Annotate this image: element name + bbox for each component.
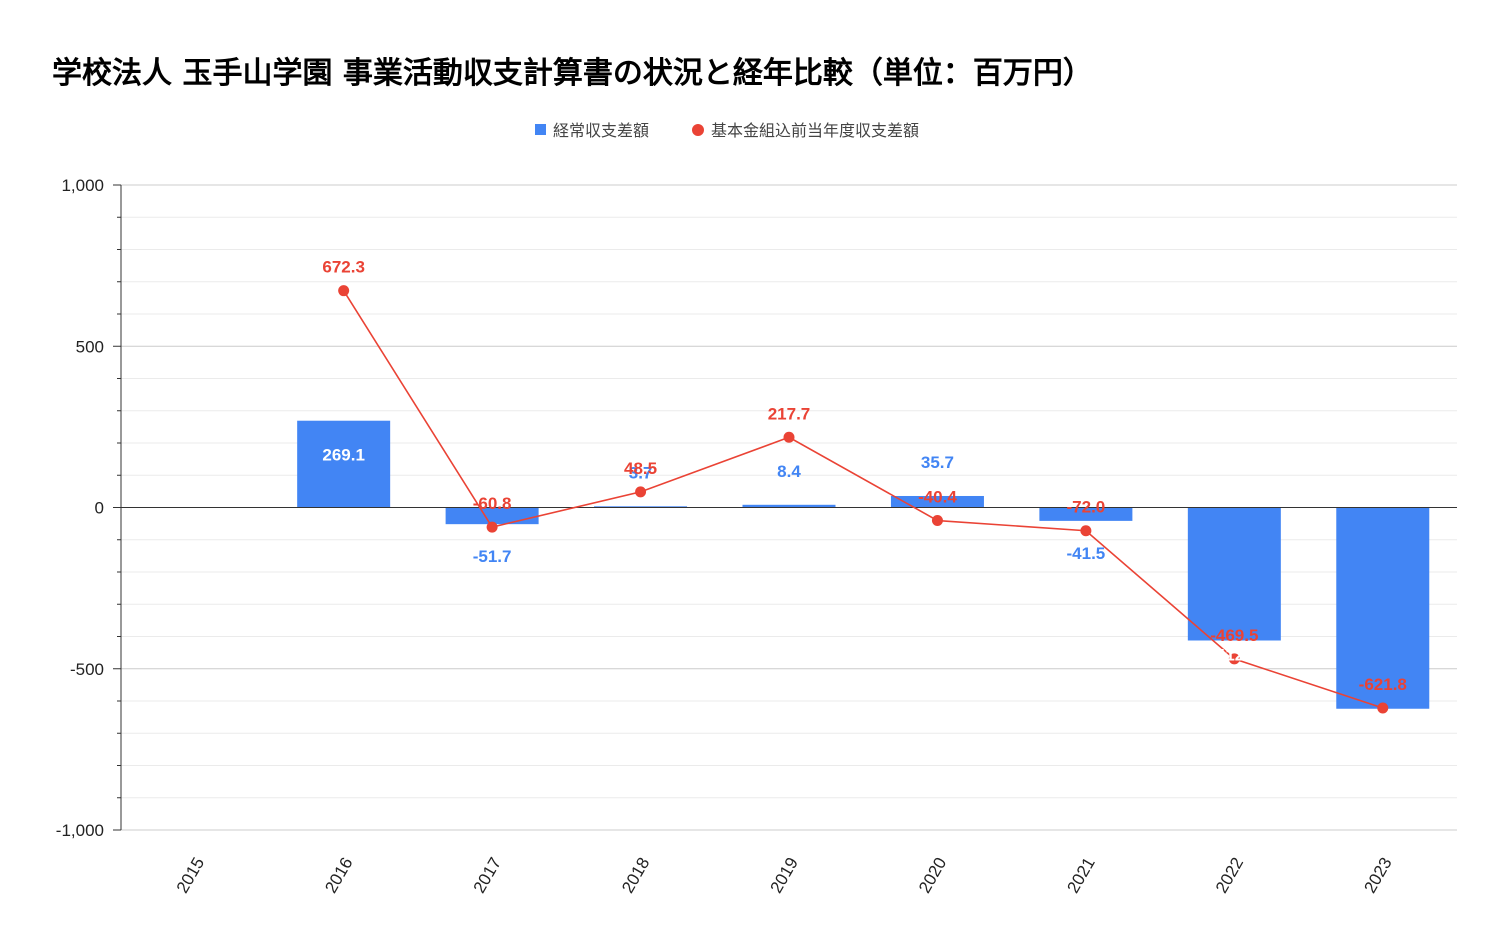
gridlines: [121, 184, 1457, 831]
bar-2016: [297, 420, 391, 508]
bar-series: [121, 420, 1457, 709]
line-value-label: 217.7: [768, 404, 811, 423]
y-tick-label: 1,000: [61, 176, 104, 195]
line-point-2019: [783, 431, 795, 443]
legend-label-line: 基本金組込前当年度収支差額: [711, 121, 919, 140]
legend-swatch-line: [692, 124, 704, 136]
bar-2020: [890, 495, 984, 508]
bar-2022: [1187, 507, 1281, 641]
line-point-2017: [486, 521, 498, 533]
line-path: [342, 290, 1384, 709]
x-tick-label: 2018: [618, 854, 653, 896]
data-labels: 269.1 -51.7 3.7 8.4 35.7 -41.5 -412.4 -624.0 672…: [322, 258, 1406, 733]
x-axis: 2015 2016 2017 2018 2019 2020 2021 2022 2023: [173, 854, 1396, 896]
line-point-2021: [1080, 525, 1092, 537]
bar-2023: [1336, 507, 1430, 709]
bar-2021: [1039, 507, 1133, 521]
x-tick-label: 2021: [1063, 854, 1098, 896]
line-value-label: 48.5: [624, 459, 657, 478]
line-series: [338, 285, 1389, 714]
bar-value-label: -624.0: [1359, 714, 1407, 733]
y-tick-label: 500: [76, 337, 104, 356]
line-value-label: -621.8: [1359, 675, 1407, 694]
bar-2018: [594, 506, 688, 508]
bar-value-label: 35.7: [921, 453, 954, 472]
legend-label-bar: 経常収支差額: [553, 121, 649, 140]
x-tick-label: 2015: [173, 854, 208, 896]
y-axis: 1,000 500 0 -500 -1,000: [56, 176, 122, 840]
line-value-label: -72.0: [1067, 498, 1106, 517]
y-tick-label: -1,000: [56, 821, 104, 840]
bar-value-label: 3.7: [629, 463, 653, 482]
line-value-label: -469.5: [1210, 626, 1258, 645]
legend: 経常収支差額 基本金組込前当年度収支差額: [535, 121, 919, 140]
x-tick-label: 2019: [767, 854, 802, 896]
x-tick-label: 2016: [321, 854, 356, 896]
chart-title: 学校法人 玉手山学園 事業活動収支計算書の状況と経年比較（単位：百万円）: [52, 56, 1093, 91]
line-value-label: 672.3: [322, 258, 365, 277]
bar-2017: [445, 507, 539, 525]
line-point-2018: [635, 486, 647, 498]
line-point-2016: [338, 285, 350, 297]
x-tick-label: 2022: [1212, 854, 1247, 896]
bar-2019: [742, 504, 836, 508]
x-tick-label: 2020: [915, 854, 950, 896]
line-value-label: -60.8: [473, 494, 512, 513]
line-point-2022: [1228, 653, 1240, 665]
y-tick-label: -500: [70, 660, 104, 679]
x-tick-label: 2023: [1360, 854, 1395, 896]
bar-value-label: -412.4: [1210, 645, 1259, 664]
line-point-2020: [931, 515, 943, 527]
line-point-2023: [1377, 702, 1389, 714]
bar-value-label: -41.5: [1067, 544, 1106, 563]
legend-swatch-bar: [535, 124, 546, 135]
bar-value-label: 8.4: [777, 462, 801, 481]
bar-value-label: 269.1: [322, 446, 365, 465]
y-tick-label: 0: [95, 499, 104, 518]
bar-value-label: -51.7: [473, 547, 512, 566]
x-tick-label: 2017: [470, 854, 505, 896]
line-value-label: -40.4: [918, 488, 957, 507]
